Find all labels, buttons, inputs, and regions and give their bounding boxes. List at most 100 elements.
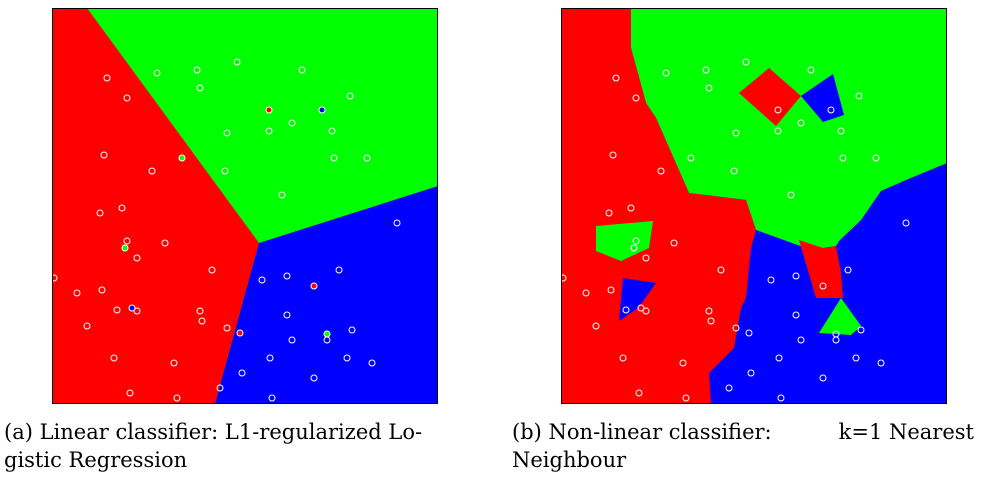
caption-label: (b) (512, 420, 542, 444)
training-point (725, 384, 733, 392)
caption-text: Linear classifier: L1-regularized Lo- (39, 420, 423, 444)
region-red-island (739, 68, 801, 126)
training-point (161, 239, 169, 247)
training-point (100, 151, 108, 159)
training-point (196, 84, 204, 92)
training-point (702, 66, 710, 74)
training-point (238, 369, 246, 377)
training-point (196, 307, 204, 315)
plot-frame (52, 8, 438, 404)
training-point (774, 127, 782, 135)
training-point (717, 266, 725, 274)
training-points (52, 58, 401, 402)
training-point (839, 154, 847, 162)
training-point (592, 322, 600, 330)
misclassified-point (310, 282, 318, 290)
training-point (278, 191, 286, 199)
knn-decision-plot (561, 8, 947, 404)
training-point (73, 289, 81, 297)
training-point (283, 272, 291, 280)
training-point (819, 282, 827, 290)
training-point (742, 58, 750, 66)
training-point (642, 254, 650, 262)
training-point (787, 191, 795, 199)
training-point (363, 154, 371, 162)
training-point (98, 286, 106, 294)
training-point (687, 154, 695, 162)
training-point (662, 69, 670, 77)
training-point (632, 237, 640, 245)
training-point (83, 322, 91, 330)
training-point (844, 266, 852, 274)
caption-text-right: k=1 Nearest (838, 420, 974, 444)
caption-line-1: (b) Non-linear classifier: k=1 Nearest (512, 418, 974, 446)
training-point (774, 106, 782, 114)
training-point (348, 326, 356, 334)
region-red (52, 8, 259, 404)
training-point (705, 84, 713, 92)
caption-line-1: (a) Linear classifier: L1-regularized Lo… (4, 418, 456, 446)
training-point (223, 129, 231, 137)
training-point (103, 74, 111, 82)
training-point (368, 359, 376, 367)
training-point (346, 92, 354, 100)
training-point (607, 286, 615, 294)
training-point (619, 354, 627, 362)
training-point (657, 167, 665, 175)
training-point (792, 311, 800, 319)
misclassified-point (236, 329, 244, 337)
training-point (705, 307, 713, 315)
training-point (857, 326, 865, 334)
training-point (679, 359, 687, 367)
training-point (852, 354, 860, 362)
training-point (216, 384, 224, 392)
training-point (173, 394, 181, 402)
panel-linear-classifier (52, 8, 438, 404)
training-point (670, 239, 678, 247)
training-point (827, 106, 835, 114)
caption-line-2: gistic Regression (4, 448, 188, 472)
region-red-wedge (799, 240, 843, 298)
region-green-wedge (819, 298, 861, 335)
caption-label: (a) (4, 420, 33, 444)
training-point (730, 167, 738, 175)
training-point (605, 209, 613, 217)
training-point (283, 311, 291, 319)
misclassified-point (128, 304, 136, 312)
linear-decision-plot (52, 8, 438, 404)
training-point (148, 167, 156, 175)
training-point (258, 276, 266, 284)
training-point (792, 272, 800, 280)
plot-frame (561, 8, 947, 404)
region-blue-island-small (619, 278, 656, 321)
training-point (612, 74, 620, 82)
training-point (777, 394, 785, 402)
training-point (630, 244, 638, 252)
training-point (113, 306, 121, 314)
training-point (126, 389, 134, 397)
caption-text-left: (b) Non-linear classifier: (512, 418, 772, 446)
panel-nearest-neighbour (561, 8, 947, 404)
training-point (797, 336, 805, 344)
training-points (561, 58, 910, 402)
misclassified-point (178, 154, 186, 162)
misclassified-point (318, 106, 326, 114)
training-point (123, 94, 131, 102)
training-point (682, 394, 690, 402)
training-point (855, 92, 863, 100)
training-point (632, 94, 640, 102)
training-point (153, 69, 161, 77)
training-point (819, 374, 827, 382)
caption-knn: (b) Non-linear classifier: k=1 Nearest N… (512, 418, 974, 474)
training-point (877, 359, 885, 367)
training-point (797, 119, 805, 127)
training-point (170, 359, 178, 367)
training-point (561, 274, 567, 282)
training-point (707, 317, 715, 325)
misclassified-point (265, 106, 273, 114)
training-point (582, 289, 590, 297)
training-point (223, 324, 231, 332)
misclassified-point (323, 330, 331, 338)
region-blue (215, 186, 438, 404)
training-point (233, 58, 241, 66)
